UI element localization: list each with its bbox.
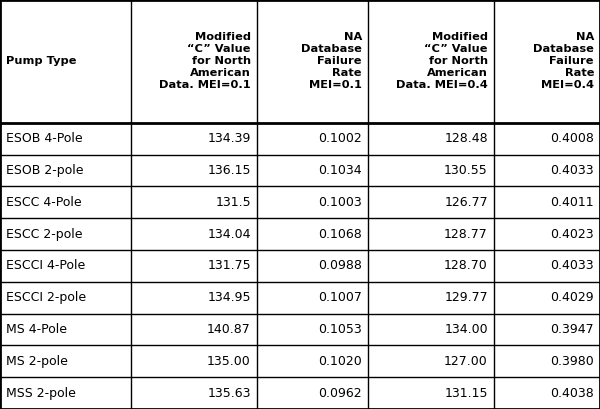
Text: 0.4008: 0.4008 <box>550 132 594 145</box>
Text: 0.0962: 0.0962 <box>318 387 362 400</box>
Text: ESCC 2-pole: ESCC 2-pole <box>6 227 83 240</box>
Text: 0.4038: 0.4038 <box>550 387 594 400</box>
Text: 0.4033: 0.4033 <box>550 259 594 272</box>
Text: 128.77: 128.77 <box>444 227 488 240</box>
Text: 140.87: 140.87 <box>207 323 251 336</box>
Text: 129.77: 129.77 <box>444 291 488 304</box>
Text: 134.04: 134.04 <box>208 227 251 240</box>
Text: 0.4023: 0.4023 <box>550 227 594 240</box>
Text: ESOB 4-Pole: ESOB 4-Pole <box>6 132 83 145</box>
Text: 128.70: 128.70 <box>444 259 488 272</box>
Text: 0.3980: 0.3980 <box>550 355 594 368</box>
Text: Modified
“C” Value
for North
American
Data. MEI=0.4: Modified “C” Value for North American Da… <box>396 32 488 90</box>
Text: Pump Type: Pump Type <box>6 56 77 66</box>
Text: 135.63: 135.63 <box>208 387 251 400</box>
Text: 135.00: 135.00 <box>207 355 251 368</box>
Text: ESCCI 4-Pole: ESCCI 4-Pole <box>6 259 85 272</box>
Text: 0.4011: 0.4011 <box>550 196 594 209</box>
Text: 0.1003: 0.1003 <box>318 196 362 209</box>
Text: 0.4033: 0.4033 <box>550 164 594 177</box>
Text: 134.00: 134.00 <box>444 323 488 336</box>
Text: Modified
“C” Value
for North
American
Data. MEI=0.1: Modified “C” Value for North American Da… <box>159 32 251 90</box>
Text: NA
Database
Failure
Rate
MEI=0.1: NA Database Failure Rate MEI=0.1 <box>301 32 362 90</box>
Text: 134.39: 134.39 <box>208 132 251 145</box>
Text: 126.77: 126.77 <box>444 196 488 209</box>
Text: 136.15: 136.15 <box>208 164 251 177</box>
Text: 127.00: 127.00 <box>444 355 488 368</box>
Text: 0.1007: 0.1007 <box>318 291 362 304</box>
Text: 0.0988: 0.0988 <box>318 259 362 272</box>
Text: 0.1002: 0.1002 <box>318 132 362 145</box>
Text: 128.48: 128.48 <box>444 132 488 145</box>
Text: 0.3947: 0.3947 <box>550 323 594 336</box>
Text: ESOB 2-pole: ESOB 2-pole <box>6 164 83 177</box>
Text: 0.4029: 0.4029 <box>550 291 594 304</box>
Text: MS 4-Pole: MS 4-Pole <box>6 323 67 336</box>
Text: 130.55: 130.55 <box>444 164 488 177</box>
Text: MSS 2-pole: MSS 2-pole <box>6 387 76 400</box>
Text: 0.1053: 0.1053 <box>318 323 362 336</box>
Text: MS 2-pole: MS 2-pole <box>6 355 68 368</box>
Text: 134.95: 134.95 <box>208 291 251 304</box>
Text: 0.1034: 0.1034 <box>318 164 362 177</box>
Text: NA
Database
Failure
Rate
MEI=0.4: NA Database Failure Rate MEI=0.4 <box>533 32 594 90</box>
Text: 0.1068: 0.1068 <box>318 227 362 240</box>
Text: ESCC 4-Pole: ESCC 4-Pole <box>6 196 82 209</box>
Text: ESCCI 2-pole: ESCCI 2-pole <box>6 291 86 304</box>
Text: 131.5: 131.5 <box>215 196 251 209</box>
Text: 131.75: 131.75 <box>207 259 251 272</box>
Text: 0.1020: 0.1020 <box>318 355 362 368</box>
Text: 131.15: 131.15 <box>444 387 488 400</box>
